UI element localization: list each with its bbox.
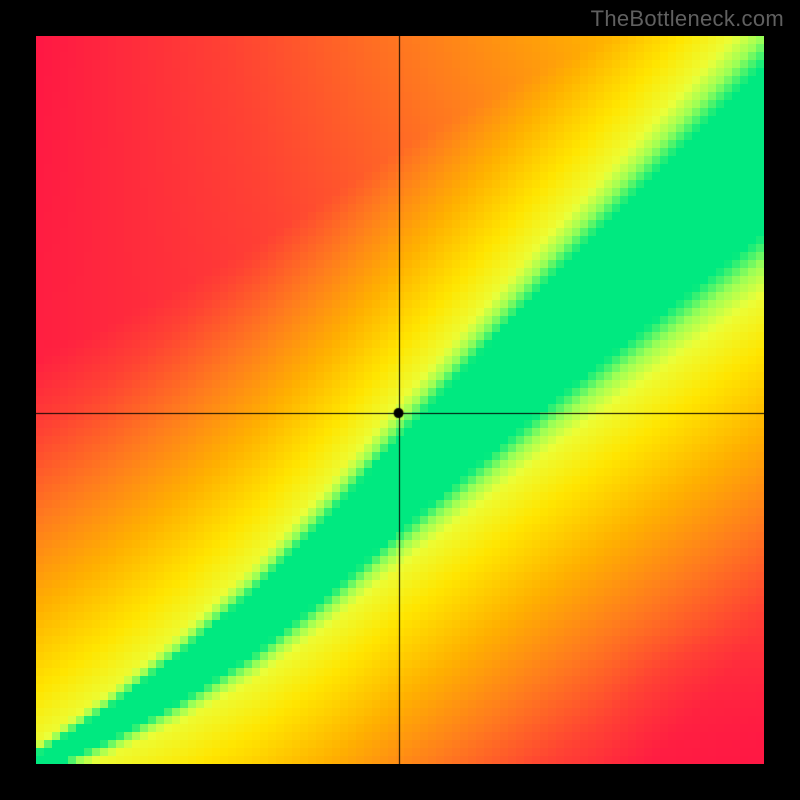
chart-container: TheBottleneck.com — [0, 0, 800, 800]
watermark-text: TheBottleneck.com — [591, 6, 784, 32]
bottleneck-heatmap — [36, 36, 764, 764]
